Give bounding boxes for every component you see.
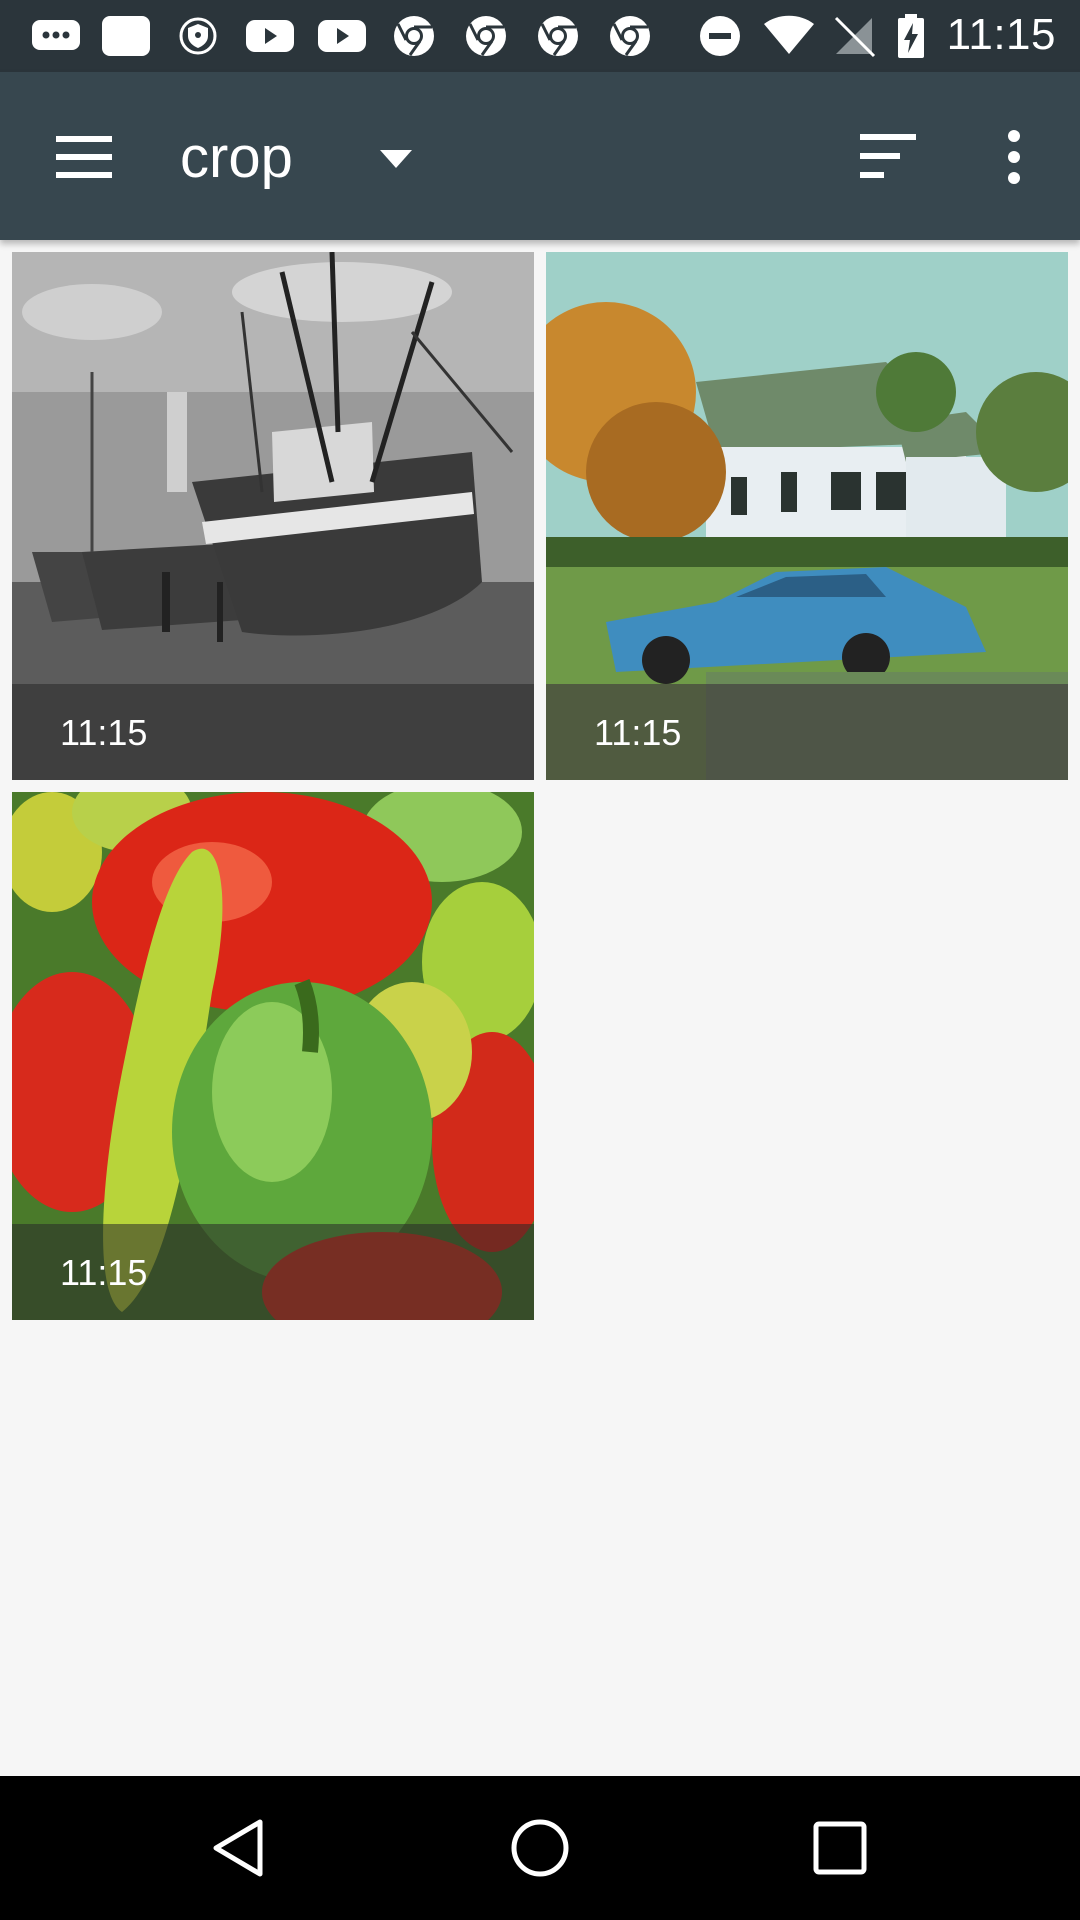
vpn-icon — [179, 17, 217, 55]
chrome-icon — [538, 16, 578, 56]
tile-time: 11:15 — [60, 1252, 148, 1293]
youtube-icon — [318, 20, 366, 52]
chrome-icon — [394, 16, 434, 56]
home-icon[interactable] — [508, 1816, 572, 1880]
tile-time: 11:15 — [60, 712, 148, 753]
chrome-icon — [610, 16, 650, 56]
navigation-bar — [0, 1776, 1080, 1920]
status-time: 11:15 — [946, 10, 1056, 59]
wifi-icon — [764, 15, 814, 54]
more-vert-icon[interactable] — [1004, 130, 1024, 184]
tile-caption-bar — [12, 1224, 534, 1320]
photo-tile-boats[interactable]: 11:15 — [12, 252, 534, 780]
photo-tile-house-car[interactable]: 11:15 — [546, 252, 1068, 780]
no-signal-icon — [834, 16, 876, 58]
dropdown-icon[interactable] — [380, 150, 412, 168]
recents-icon[interactable] — [808, 1816, 872, 1880]
do-not-disturb-icon — [700, 16, 740, 56]
menu-icon[interactable] — [56, 136, 112, 178]
youtube-icon — [246, 20, 294, 52]
album-title[interactable]: crop — [180, 125, 293, 190]
battery-charging-icon — [898, 14, 924, 58]
chat-icon — [32, 20, 80, 50]
tile-caption-bar — [546, 684, 1068, 780]
app-bar: crop — [0, 72, 1080, 240]
chrome-icon — [466, 16, 506, 56]
app-icon — [102, 16, 150, 56]
sort-icon[interactable] — [860, 134, 916, 178]
photo-tile-peppers[interactable]: 11:15 — [12, 792, 534, 1320]
status-bar: 11:15 — [0, 0, 1080, 72]
back-icon[interactable] — [208, 1816, 272, 1880]
tile-time: 11:15 — [594, 712, 682, 753]
tile-caption-bar — [12, 684, 534, 780]
